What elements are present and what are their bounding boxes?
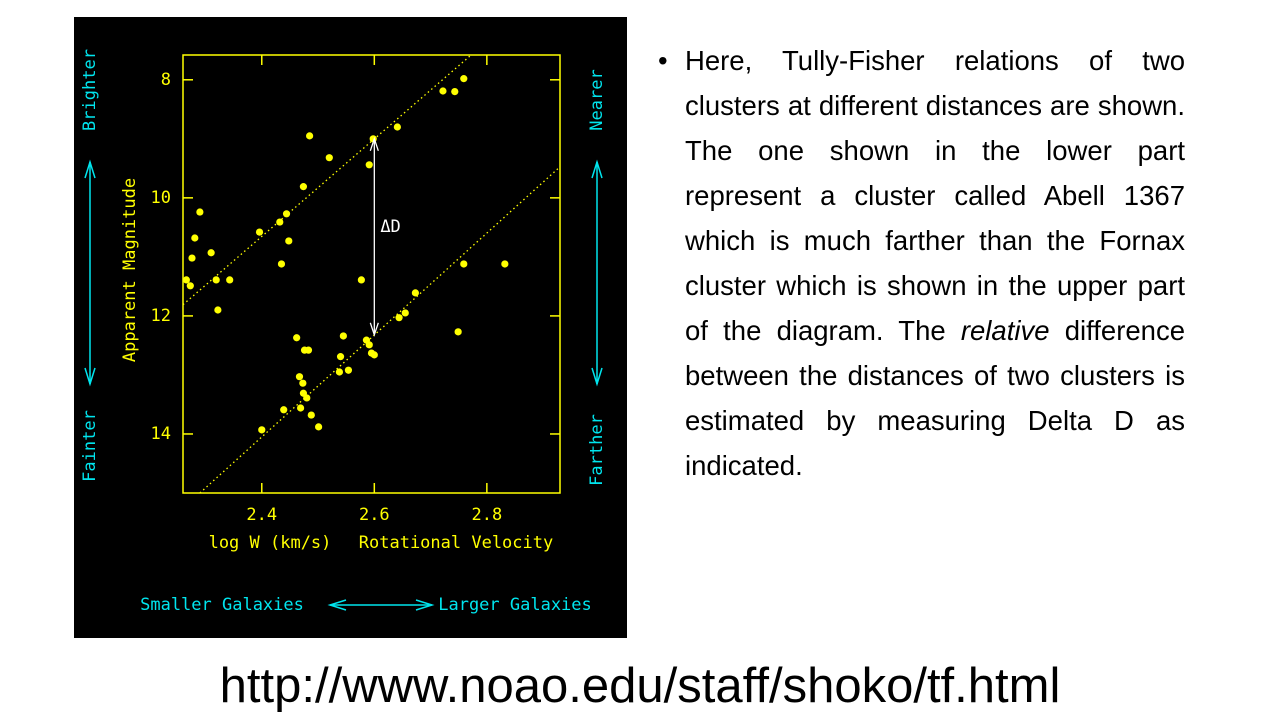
- point: [188, 254, 196, 262]
- bottom-arrow-head: [327, 599, 435, 611]
- chart-background: [74, 17, 627, 638]
- point: [395, 314, 403, 322]
- point: [393, 123, 401, 131]
- side-arrow-head: [84, 159, 96, 387]
- point: [255, 228, 264, 236]
- y-tick-label: 10: [151, 188, 171, 208]
- point: [285, 237, 293, 245]
- text: Here, Tully-Fisher relations of two clus…: [685, 45, 1185, 346]
- x-tick-label: 2.4: [246, 505, 277, 525]
- point: [191, 234, 199, 242]
- side-label: Nearer: [587, 69, 607, 130]
- point: [336, 353, 345, 361]
- point: [401, 309, 409, 317]
- point: [297, 404, 305, 412]
- bullet-text: Here, Tully-Fisher relations of two clus…: [658, 38, 1185, 488]
- point: [325, 154, 333, 162]
- url: http://www.noao.edu/staff/shoko/tf.html: [219, 659, 1061, 713]
- side-label: Farther: [587, 414, 607, 486]
- text: difference between the distances of two …: [685, 315, 1185, 481]
- x-axis-label: log W (km/s): [209, 533, 332, 553]
- point: [293, 334, 301, 342]
- point: [212, 276, 220, 284]
- arrow-head: [369, 136, 379, 337]
- point: [307, 411, 315, 419]
- point: [306, 132, 314, 140]
- annotation-label: ΔD: [380, 217, 400, 237]
- bottom-label: Smaller Galaxies: [140, 595, 304, 615]
- point: [226, 276, 234, 284]
- point: [411, 289, 419, 297]
- point: [295, 373, 304, 381]
- point: [299, 183, 308, 191]
- point: [258, 426, 266, 434]
- point: [339, 332, 347, 340]
- side-arrow-head: [591, 159, 603, 387]
- point: [460, 75, 468, 83]
- point: [344, 366, 353, 374]
- point: [196, 208, 204, 216]
- point: [182, 276, 190, 284]
- point: [454, 328, 462, 336]
- y-tick-label: 14: [151, 424, 171, 444]
- trend-line: [182, 54, 472, 306]
- point: [335, 368, 344, 376]
- side-label: Fainter: [80, 410, 100, 482]
- x-tick-label: 2.6: [359, 505, 390, 525]
- point: [365, 161, 373, 169]
- point: [277, 260, 286, 268]
- point: [365, 341, 373, 349]
- point: [451, 87, 459, 96]
- point: [276, 218, 284, 226]
- point: [460, 260, 468, 268]
- point: [214, 306, 222, 314]
- point: [186, 282, 194, 290]
- y-axis-label: Apparent Magnitude: [120, 178, 140, 362]
- plot-frame: [182, 54, 561, 494]
- y-tick-label: 8: [161, 70, 171, 90]
- point: [299, 379, 307, 387]
- point: [303, 394, 311, 402]
- point: [439, 87, 447, 95]
- point: [501, 260, 509, 268]
- point: [282, 210, 291, 218]
- x-axis-note: Rotational Velocity: [359, 533, 553, 553]
- point: [304, 346, 313, 354]
- x-tick-label: 2.8: [471, 505, 502, 525]
- point: [207, 249, 215, 257]
- point: [370, 351, 378, 359]
- text: relative: [960, 315, 1050, 346]
- y-tick-label: 12: [151, 306, 171, 326]
- point: [315, 423, 323, 431]
- side-label: Brighter: [80, 49, 100, 131]
- point: [280, 406, 288, 414]
- point: [357, 276, 365, 284]
- bottom-label: Larger Galaxies: [438, 595, 592, 615]
